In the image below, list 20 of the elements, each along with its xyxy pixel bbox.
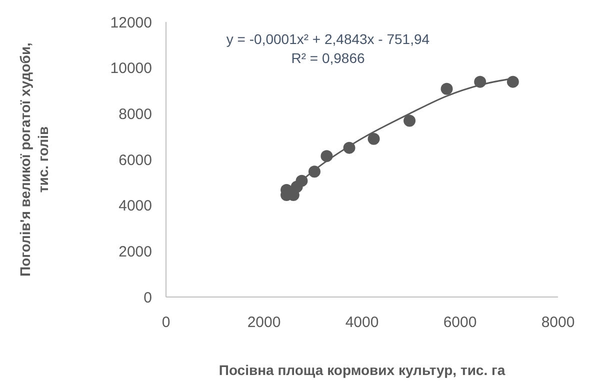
y-tick-label: 12000 <box>110 14 152 32</box>
point <box>506 76 519 88</box>
x-tick-label: 8000 <box>541 314 575 331</box>
y-tick-label: 2000 <box>118 243 152 260</box>
y-tick-label: 6000 <box>118 152 152 169</box>
x-tick-label: 4000 <box>345 314 379 331</box>
y-tick-label: 10000 <box>110 60 152 78</box>
y-axis-title: Поголів'я великої рогатої худоби, тис. голів <box>17 42 52 276</box>
x-axis-title: Посівна площа кормових культур, тис. га <box>218 362 506 378</box>
y-tick-label: 8000 <box>118 106 152 123</box>
x-tick-label: 2000 <box>247 314 281 331</box>
annotation: R² = 0,9866 <box>291 50 365 66</box>
point <box>440 82 453 95</box>
point <box>404 114 416 127</box>
point <box>368 132 380 145</box>
y-tick-label: 0 <box>144 289 152 306</box>
annotation: y = -0,0001x² + 2,4843x - 751,94 <box>226 31 430 47</box>
x-tick-label: 6000 <box>443 314 477 331</box>
y-tick-label: 4000 <box>118 198 152 215</box>
x-tick-label: 0 <box>162 314 170 331</box>
